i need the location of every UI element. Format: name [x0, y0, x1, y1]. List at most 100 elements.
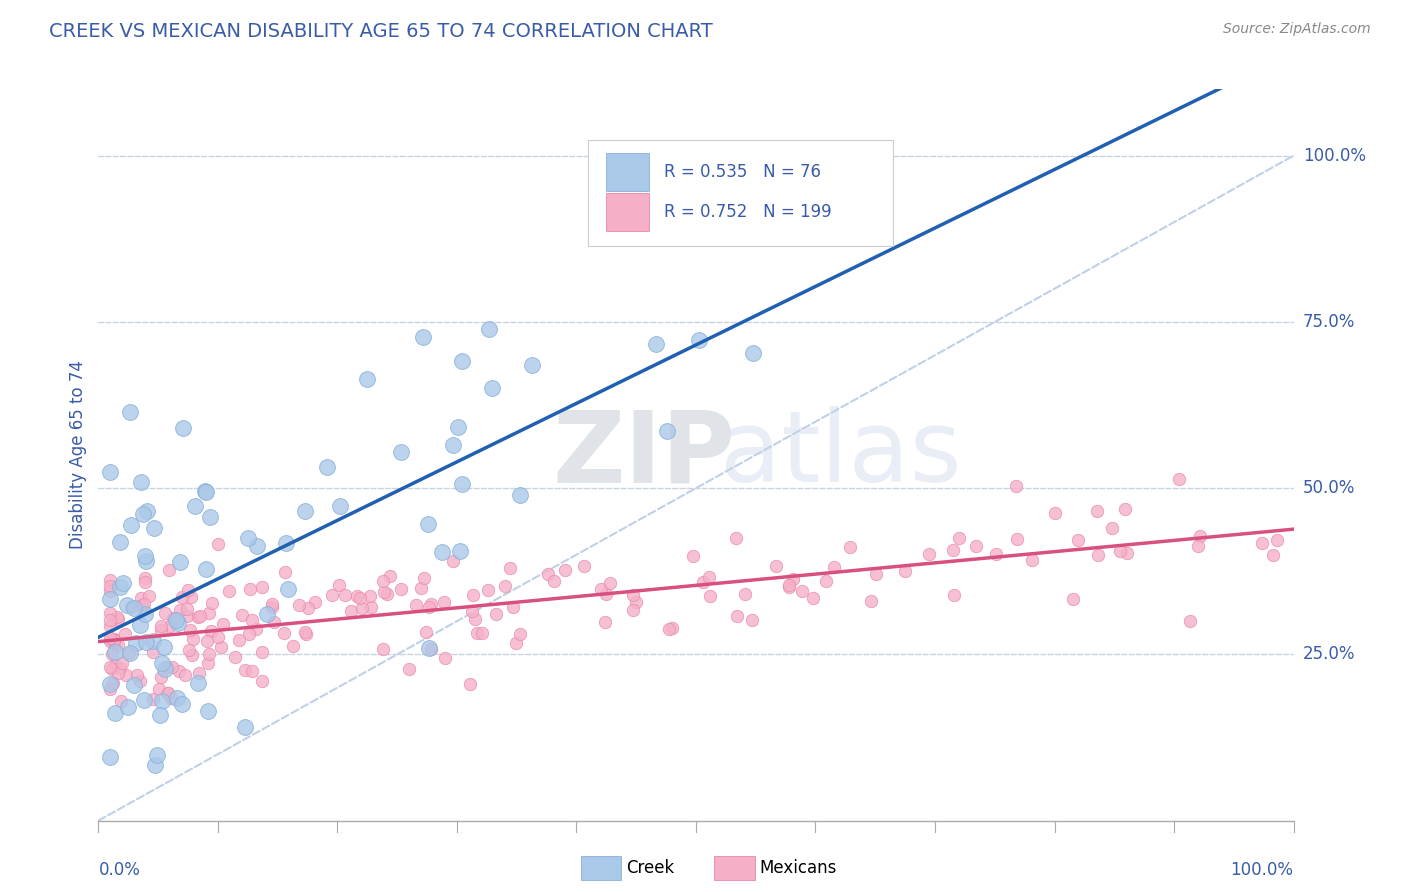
Point: [294, 627, 316, 641]
Point: [162, 610, 184, 624]
Point: [451, 354, 474, 368]
Point: [464, 612, 486, 626]
Point: [181, 632, 204, 647]
Point: [197, 647, 219, 661]
Point: [741, 613, 763, 627]
Point: [181, 648, 204, 662]
Point: [131, 598, 153, 612]
Point: [98, 607, 122, 621]
Point: [494, 579, 516, 593]
Point: [207, 537, 229, 551]
Point: [485, 607, 508, 621]
Point: [114, 668, 136, 682]
Text: Creek: Creek: [626, 859, 673, 877]
Point: [624, 595, 647, 609]
Point: [107, 612, 129, 626]
Point: [110, 694, 132, 708]
Point: [329, 499, 352, 513]
Point: [360, 599, 382, 614]
Point: [335, 588, 357, 602]
Point: [942, 543, 965, 558]
Point: [103, 706, 125, 721]
Point: [104, 644, 127, 658]
Point: [125, 668, 148, 682]
Point: [166, 691, 188, 706]
Text: R = 0.752   N = 199: R = 0.752 N = 199: [664, 203, 831, 221]
Point: [447, 419, 470, 434]
FancyBboxPatch shape: [589, 140, 893, 246]
Point: [135, 635, 157, 649]
Point: [554, 563, 576, 577]
Point: [294, 624, 316, 639]
Point: [734, 586, 756, 600]
Point: [661, 621, 683, 635]
Point: [142, 633, 165, 648]
Point: [172, 421, 194, 435]
Text: 0.0%: 0.0%: [98, 861, 141, 879]
Point: [143, 758, 166, 772]
Point: [177, 582, 200, 597]
Point: [1265, 533, 1288, 547]
Point: [478, 321, 501, 335]
Point: [918, 547, 941, 561]
Point: [595, 587, 617, 601]
Point: [134, 574, 156, 589]
FancyBboxPatch shape: [606, 153, 650, 191]
Point: [294, 504, 316, 518]
Point: [699, 589, 721, 603]
Point: [238, 627, 260, 641]
Point: [108, 535, 131, 549]
Point: [250, 645, 273, 659]
Point: [398, 662, 420, 676]
Point: [135, 504, 157, 518]
Point: [108, 580, 131, 594]
Point: [155, 660, 177, 674]
Point: [274, 536, 297, 550]
Point: [209, 640, 232, 655]
Point: [150, 656, 173, 670]
Text: ZIP: ZIP: [553, 407, 735, 503]
Point: [405, 599, 427, 613]
Point: [101, 676, 124, 690]
Point: [233, 720, 256, 734]
Point: [103, 633, 125, 648]
Point: [173, 667, 195, 681]
Point: [98, 750, 122, 764]
Point: [149, 619, 172, 633]
Point: [115, 598, 138, 612]
Text: Source: ZipAtlas.com: Source: ZipAtlas.com: [1223, 22, 1371, 37]
Point: [790, 584, 813, 599]
Point: [245, 622, 267, 636]
Point: [389, 582, 412, 597]
Point: [412, 571, 434, 585]
Point: [498, 561, 520, 575]
Point: [441, 437, 464, 451]
Text: 75.0%: 75.0%: [1303, 313, 1355, 331]
Point: [321, 588, 343, 602]
Point: [572, 559, 595, 574]
Point: [233, 663, 256, 677]
Point: [433, 594, 456, 608]
Point: [340, 604, 363, 618]
Point: [1187, 540, 1209, 554]
Text: Mexicans: Mexicans: [759, 859, 837, 877]
Point: [167, 665, 190, 679]
Point: [107, 666, 129, 681]
Point: [1007, 532, 1029, 546]
Point: [134, 597, 156, 611]
Point: [179, 642, 201, 657]
Point: [273, 626, 295, 640]
Point: [114, 627, 136, 641]
Point: [224, 650, 246, 665]
Point: [120, 518, 142, 533]
Point: [599, 576, 621, 591]
Point: [132, 507, 155, 521]
Point: [103, 632, 125, 647]
Point: [142, 645, 165, 659]
Point: [134, 693, 156, 707]
Point: [149, 624, 172, 638]
Point: [942, 588, 965, 602]
Point: [231, 607, 253, 622]
Point: [162, 660, 184, 674]
Point: [1087, 548, 1109, 562]
